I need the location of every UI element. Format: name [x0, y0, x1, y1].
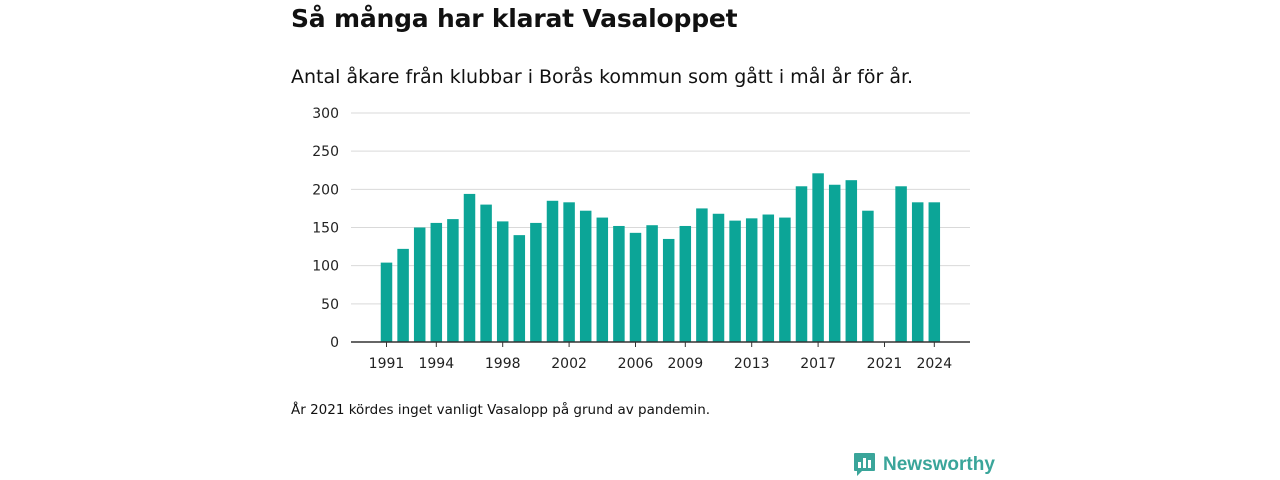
x-tick-label: 1991	[369, 356, 405, 372]
y-tick-label: 200	[312, 182, 339, 198]
bar-1992[interactable]	[397, 248, 409, 342]
bar-2000[interactable]	[530, 222, 542, 342]
bar-2023[interactable]	[911, 202, 924, 342]
bar-2015[interactable]	[779, 217, 791, 342]
bar-2011[interactable]	[712, 213, 725, 342]
bar-2005[interactable]	[613, 225, 625, 342]
footnote: År 2021 kördes inget vanligt Vasalopp på…	[291, 402, 711, 418]
x-tick-label: 2002	[551, 356, 587, 372]
y-tick-label: 300	[312, 106, 339, 122]
chart-subtitle: Antal åkare från klubbar i Borås kommun …	[291, 66, 914, 88]
bar-2024[interactable]	[928, 202, 941, 342]
newsworthy-logo-icon	[854, 453, 875, 476]
bar-2008[interactable]	[662, 238, 675, 342]
chart-title: Så många har klarat Vasaloppet	[291, 4, 738, 33]
bar-2001[interactable]	[546, 200, 559, 342]
x-tick-label: 1994	[418, 356, 454, 372]
bar-1999[interactable]	[513, 235, 526, 342]
bar-1996[interactable]	[463, 193, 476, 342]
x-tick-label: 2024	[916, 356, 952, 372]
x-tick-label: 1998	[485, 356, 521, 372]
bar-2014[interactable]	[762, 214, 775, 342]
bar-2018[interactable]	[828, 184, 841, 342]
gridlines	[351, 112, 970, 305]
brand-logo[interactable]: Newsworthy	[853, 452, 995, 477]
y-tick-label: 100	[312, 259, 339, 275]
bar-1997[interactable]	[480, 204, 492, 342]
bar-1994[interactable]	[430, 222, 443, 342]
x-tick-label: 2013	[734, 356, 770, 372]
bar-2006[interactable]	[629, 232, 642, 342]
bar-2013[interactable]	[745, 218, 758, 342]
bar-1991[interactable]	[380, 262, 393, 342]
chart-card: Så många har klarat Vasaloppet Antal åka…	[291, 0, 995, 480]
y-tick-label: 50	[321, 297, 339, 313]
y-tick-label: 150	[312, 221, 339, 237]
bar-1995[interactable]	[447, 219, 459, 342]
bar-2022[interactable]	[895, 186, 907, 342]
x-tick-label: 2017	[800, 356, 836, 372]
bar-2003[interactable]	[579, 210, 592, 342]
bar-2020[interactable]	[862, 210, 874, 342]
bar-1998[interactable]	[496, 221, 509, 342]
y-tick-label: 0	[330, 335, 339, 351]
bar-2007[interactable]	[646, 225, 658, 342]
bar-2004[interactable]	[596, 217, 609, 342]
bar-2010[interactable]	[696, 208, 708, 342]
bar-chart: 0 50 100 150 200 250 300 1991 1994 1998 2002 2006 20…	[312, 106, 970, 372]
x-tick-label: 2009	[667, 356, 703, 372]
axes: 0 50 100 150 200 250 300 1991 1994 1998 2002 2006 20…	[312, 106, 970, 372]
bar-2017[interactable]	[812, 173, 824, 342]
bar-2012[interactable]	[729, 220, 741, 342]
bar-2002[interactable]	[563, 202, 575, 342]
x-tick-label: 2006	[618, 356, 654, 372]
brand-name: Newsworthy	[883, 453, 995, 475]
x-tick-label: 2021	[867, 356, 903, 372]
bar-2019[interactable]	[845, 180, 858, 342]
bar-2016[interactable]	[795, 186, 808, 342]
bar-2009[interactable]	[679, 225, 692, 342]
y-tick-label: 250	[312, 144, 339, 160]
bar-1993[interactable]	[413, 227, 426, 343]
bars	[380, 173, 941, 343]
